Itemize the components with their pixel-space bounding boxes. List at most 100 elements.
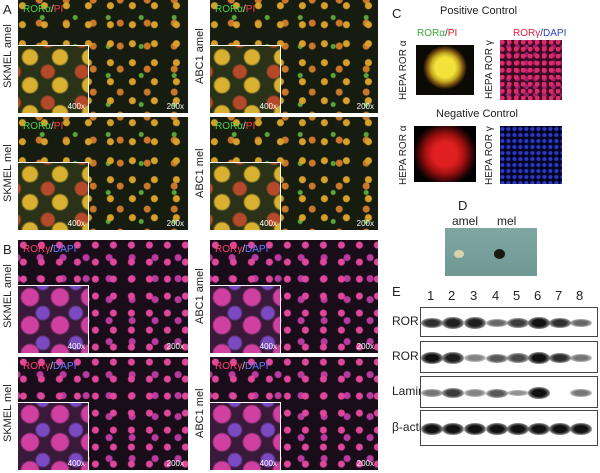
- stain-target: RORγ: [23, 361, 51, 372]
- inset-magnification: 400x: [67, 342, 85, 351]
- micrograph: RORγ / DAPI 400x 200x: [18, 357, 188, 470]
- panel-letter: A: [3, 2, 12, 17]
- stain-label: RORα / PI: [417, 28, 457, 39]
- micrograph: RORγ / DAPI 400x 200x: [210, 357, 378, 470]
- inset-micrograph: 400x: [18, 162, 89, 230]
- stain-target: RORα: [215, 4, 244, 15]
- stain-target: RORγ: [23, 244, 51, 255]
- band: [507, 317, 529, 329]
- band: [507, 423, 529, 435]
- row-label: HEPA ROR α: [398, 125, 409, 185]
- stain-separator: /: [243, 4, 246, 15]
- band: [570, 318, 592, 328]
- stain-separator: /: [243, 121, 246, 132]
- stain-label: RORγ / DAPI: [23, 361, 76, 372]
- stain-separator: /: [50, 244, 54, 255]
- sample-label: SKMEL mel: [2, 384, 14, 443]
- sample-label: ABC1 amel: [194, 28, 206, 85]
- inset-micrograph: 400x: [18, 45, 89, 113]
- stain-separator: /: [242, 361, 246, 372]
- band: [421, 389, 443, 397]
- blot-strip: [420, 410, 598, 446]
- sample-label: ABC1 mel: [194, 148, 206, 199]
- band: [570, 423, 592, 435]
- band: [421, 317, 443, 329]
- blot-label: ROR γ: [392, 349, 428, 363]
- band: [528, 387, 550, 399]
- stain-separator: /: [50, 361, 54, 372]
- stain-label: RORα / PI: [23, 4, 63, 15]
- stain-counterstain: PI: [53, 4, 64, 15]
- field-magnification: 200x: [356, 219, 374, 228]
- inset-micrograph: 400x: [210, 402, 281, 470]
- stain-counterstain: DAPI: [53, 361, 77, 372]
- inset-micrograph: 400x: [18, 402, 89, 470]
- band: [528, 352, 550, 364]
- row-label: HEPA ROR γ: [484, 40, 495, 100]
- stain-separator: /: [51, 121, 54, 132]
- inset-micrograph: 400x: [210, 162, 281, 230]
- panel-letter: B: [3, 242, 12, 257]
- stain-separator: /: [51, 4, 54, 15]
- band: [549, 423, 571, 435]
- micrograph: RORα / PI 400x 200x: [210, 117, 378, 230]
- blot-label: β-actin: [392, 420, 429, 434]
- lane-number: 7: [555, 288, 563, 303]
- band: [528, 423, 550, 435]
- stain-target: RORγ: [215, 244, 243, 255]
- band: [570, 354, 592, 362]
- stain-counterstain: PI: [447, 28, 458, 39]
- inset-magnification: 400x: [259, 459, 277, 468]
- micrograph: RORα / PI 400x 200x: [210, 0, 378, 113]
- blot-label: ROR α: [392, 314, 429, 328]
- lane-number: 1: [427, 288, 435, 303]
- stain-target: RORα: [417, 28, 446, 39]
- stain-target: RORγ: [513, 28, 541, 39]
- band: [464, 354, 486, 362]
- tube-label: amel: [452, 214, 479, 228]
- field-magnification: 200x: [356, 459, 374, 468]
- lane-number: 6: [534, 288, 542, 303]
- stain-separator: /: [540, 28, 544, 39]
- panel-letter: C: [392, 6, 402, 21]
- band: [464, 317, 486, 329]
- stain-label: RORα / PI: [215, 121, 255, 132]
- micrograph: [416, 45, 474, 95]
- panel-letter: E: [392, 284, 401, 299]
- stain-counterstain: PI: [245, 121, 256, 132]
- micrograph: RORα / PI 400x 200x: [18, 0, 188, 113]
- stain-label: RORγ / DAPI: [215, 244, 268, 255]
- stain-separator: /: [242, 244, 246, 255]
- band: [528, 317, 550, 329]
- micrograph: [414, 126, 476, 182]
- inset-micrograph: 400x: [210, 45, 281, 113]
- field-magnification: 200x: [356, 342, 374, 351]
- stain-label: RORα / PI: [215, 4, 255, 15]
- row-label: HEPA ROR γ: [484, 126, 495, 186]
- band: [549, 352, 571, 364]
- stain-target: RORα: [23, 121, 52, 132]
- lane-number: 4: [492, 288, 500, 303]
- panel-letter: D: [458, 198, 468, 213]
- inset-magnification: 400x: [259, 102, 277, 111]
- band: [421, 423, 443, 435]
- sample-label: SKMEL amel: [2, 24, 14, 89]
- micrograph: RORγ / DAPI 400x 200x: [18, 240, 188, 353]
- band: [549, 317, 571, 329]
- stain-separator: /: [445, 28, 448, 39]
- pellet: [454, 250, 464, 258]
- stain-counterstain: DAPI: [245, 244, 269, 255]
- field-magnification: 200x: [166, 219, 184, 228]
- stain-label: RORα / PI: [23, 121, 63, 132]
- band: [507, 389, 529, 397]
- micrograph: RORγ / DAPI 400x 200x: [210, 240, 378, 353]
- band: [442, 317, 464, 329]
- blot-strip: [420, 341, 598, 373]
- row-label: HEPA ROR α: [398, 40, 409, 100]
- band: [442, 352, 464, 364]
- inset-magnification: 400x: [67, 102, 85, 111]
- stain-counterstain: DAPI: [543, 28, 567, 39]
- band: [486, 423, 508, 435]
- inset-micrograph: 400x: [210, 285, 281, 353]
